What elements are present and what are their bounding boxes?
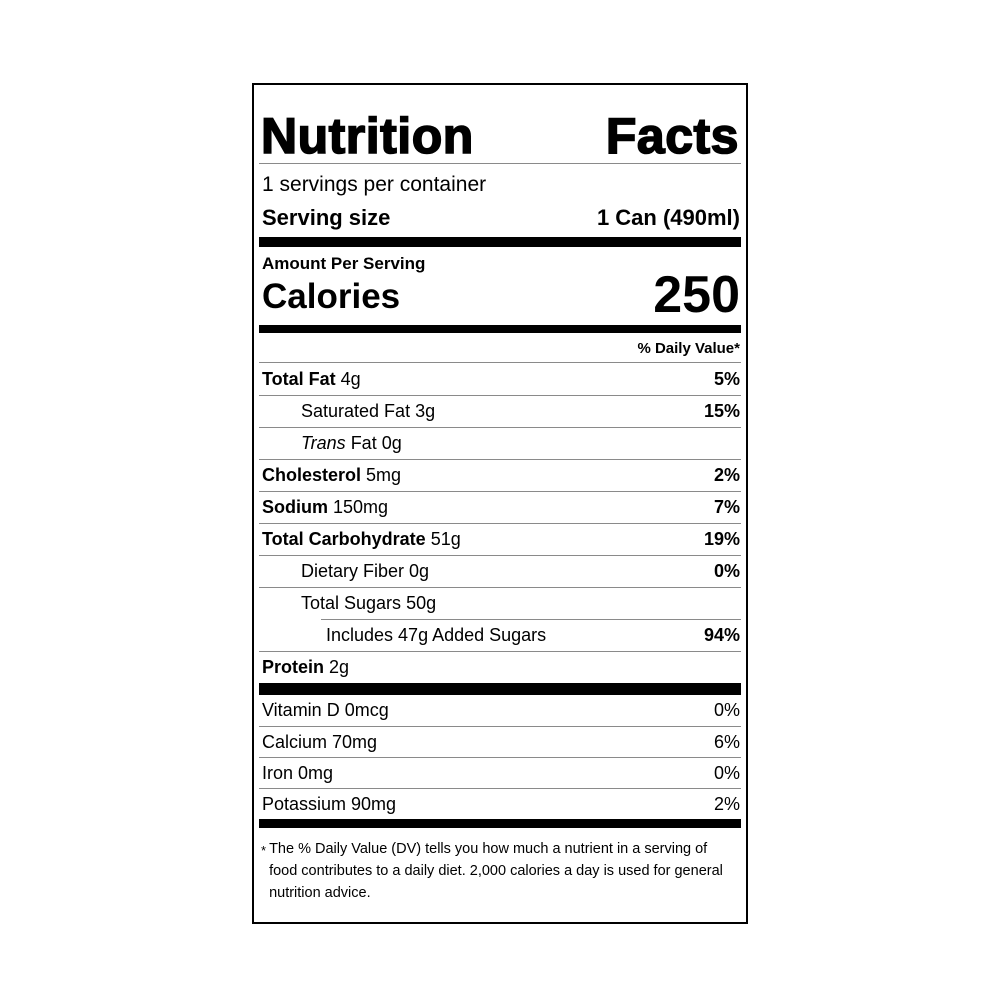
nutrient-dv: 0% — [713, 561, 740, 581]
calories-value: 250 — [653, 266, 740, 324]
nutrient-row-total-carbohydrate: Total Carbohydrate 51g 19% — [259, 523, 741, 555]
nutrient-dv: 7% — [713, 497, 740, 517]
separator-bar-thick — [259, 237, 741, 247]
vitamin-dv: 2% — [713, 793, 740, 814]
nutrient-name: Dietary Fiber — [301, 561, 405, 581]
daily-value-header: % Daily Value* — [259, 333, 741, 363]
vitamin-rows: Vitamin D 0mcg 0% Calcium 70mg 6% Iron 0… — [259, 695, 741, 819]
calories-left-column: Amount Per Serving Calories — [259, 247, 425, 325]
vitamin-dv: 0% — [713, 762, 740, 783]
nutrient-amount: 0g — [409, 561, 430, 581]
nutrient-name: Total Carbohydrate — [262, 529, 426, 549]
vitamin-dv: 0% — [713, 700, 740, 720]
nutrient-dv: 5% — [713, 368, 740, 389]
vitamin-row-vitamin-d: Vitamin D 0mcg 0% — [259, 695, 741, 726]
footnote: * The % Daily Value (DV) tells you how m… — [259, 828, 741, 904]
nutrient-row-total-sugars: Total Sugars 50g — [259, 587, 741, 619]
nutrient-amount: 50g — [406, 593, 437, 613]
vitamin-name: Iron 0mg — [262, 762, 334, 783]
nutrient-row-cholesterol: Cholesterol 5mg 2% — [259, 459, 741, 491]
separator-bar-medium — [259, 325, 741, 333]
vitamin-row-iron: Iron 0mg 0% — [259, 757, 741, 788]
nutrient-row-protein: Protein 2g — [259, 651, 741, 683]
separator-bar-close — [259, 819, 741, 828]
nutrient-amount: 5mg — [366, 465, 402, 485]
vitamin-dv: 6% — [713, 731, 740, 752]
footnote-text: The % Daily Value (DV) tells you how muc… — [269, 841, 723, 901]
vitamin-row-calcium: Calcium 70mg 6% — [259, 726, 741, 757]
vitamin-name: Potassium 90mg — [262, 793, 397, 814]
servings-per-container-text: 1 servings per container — [262, 173, 487, 196]
amount-per-serving-label: Amount Per Serving — [262, 254, 426, 273]
nutrient-name: Includes 47g Added Sugars — [326, 625, 547, 645]
label-title-word-2: Facts — [605, 107, 739, 164]
nutrient-name: Trans — [301, 433, 346, 453]
nutrient-name: Total Sugars — [301, 593, 402, 613]
nutrient-row-sodium: Sodium 150mg 7% — [259, 491, 741, 523]
footnote-asterisk: * — [261, 843, 267, 858]
calories-block: Amount Per Serving Calories 250 — [259, 247, 741, 325]
nutrient-amount: 150mg — [333, 497, 389, 517]
serving-size-label: Serving size — [262, 205, 391, 230]
serving-size-value: 1 Can (490ml) — [596, 205, 740, 230]
nutrient-dv: 2% — [713, 465, 740, 485]
nutrient-amount: 4g — [340, 368, 361, 389]
vitamin-name: Vitamin D 0mcg — [262, 700, 389, 720]
nutrient-rows: Total Fat 4g 5% Saturated Fat 3g 15% Trans… — [259, 363, 741, 683]
nutrient-row-total-fat: Total Fat 4g 5% — [259, 363, 741, 395]
nutrient-row-added-sugars: Includes 47g Added Sugars 94% — [321, 619, 741, 651]
nutrient-amount: 2g — [329, 657, 350, 677]
vitamin-row-potassium: Potassium 90mg 2% — [259, 788, 741, 819]
vitamin-name: Calcium 70mg — [262, 731, 378, 752]
nutrient-name: Saturated Fat — [301, 401, 411, 421]
nutrition-facts-label: Nutrition Facts 1 servings per container… — [252, 83, 748, 924]
nutrient-name: Total Fat — [262, 368, 336, 389]
nutrient-name: Sodium — [262, 497, 328, 517]
label-title: Nutrition Facts — [259, 85, 741, 164]
nutrient-name: Cholesterol — [262, 465, 362, 485]
label-title-word-1: Nutrition — [260, 107, 474, 164]
nutrient-amount: Fat 0g — [350, 433, 402, 453]
serving-size-row: Serving size 1 Can (490ml) — [259, 197, 741, 237]
nutrient-dv: 94% — [703, 625, 740, 645]
nutrient-amount: 3g — [415, 401, 436, 421]
separator-bar-heavy — [259, 683, 741, 695]
nutrient-row-dietary-fiber: Dietary Fiber 0g 0% — [259, 555, 741, 587]
servings-per-container: 1 servings per container — [259, 164, 741, 197]
nutrient-amount: 51g — [430, 529, 461, 549]
calories-label: Calories — [262, 277, 401, 316]
nutrient-row-saturated-fat: Saturated Fat 3g 15% — [259, 395, 741, 427]
nutrient-dv: 15% — [703, 401, 740, 421]
nutrient-dv: 19% — [703, 529, 740, 549]
nutrient-name: Protein — [262, 657, 325, 677]
nutrient-row-trans-fat: Trans Fat 0g — [259, 427, 741, 459]
